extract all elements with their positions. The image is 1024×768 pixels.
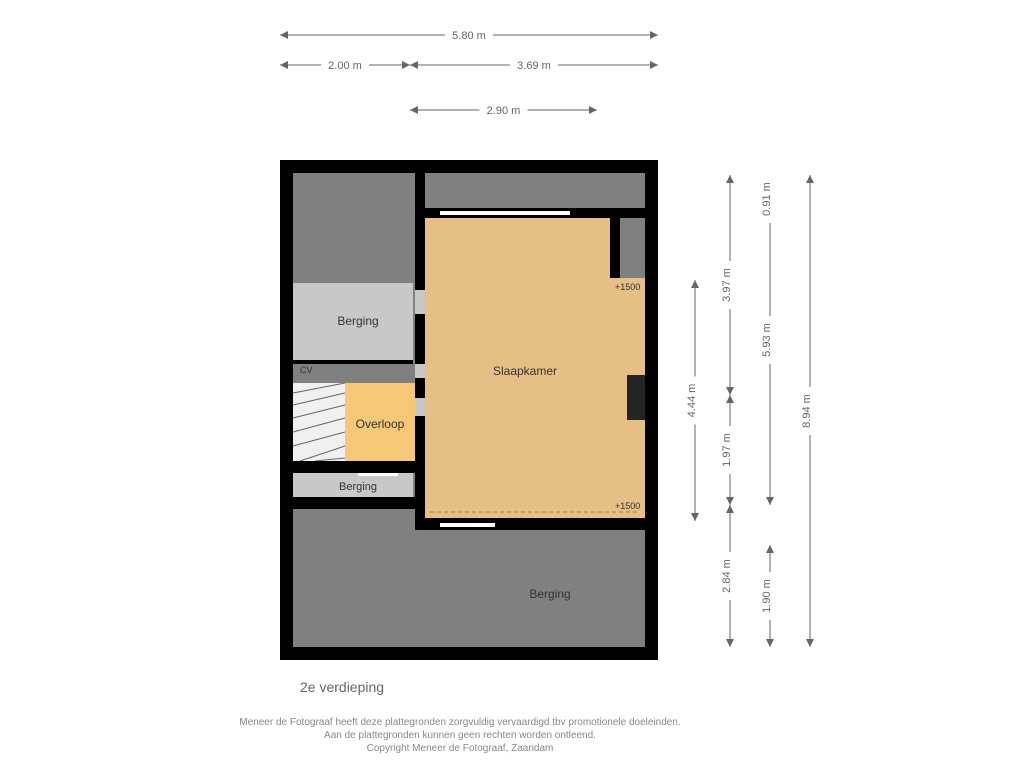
svg-text:1.90 m: 1.90 m — [761, 579, 773, 613]
chimney-shaft — [627, 375, 645, 420]
door-opening-3 — [415, 398, 425, 416]
dim-v: 1.97 m — [721, 395, 737, 505]
label-slaapkamer: Slaapkamer — [493, 364, 557, 378]
svg-text:2.00 m: 2.00 m — [328, 60, 362, 72]
plan-title: 2e verdieping — [300, 679, 384, 695]
footer-line-1: Meneer de Fotograaf heeft deze plattegro… — [239, 717, 680, 728]
dim-h: 2.90 m — [410, 102, 597, 117]
wall-vert-main — [415, 173, 425, 518]
label-overloop: Overloop — [356, 417, 405, 431]
svg-text:3.97 m: 3.97 m — [721, 268, 733, 302]
label-berging-3: Berging — [529, 587, 570, 601]
dim-v: 5.93 m — [761, 175, 777, 505]
dim-v: 3.97 m — [721, 175, 737, 395]
svg-text:0.91 m: 0.91 m — [761, 182, 773, 216]
window-2 — [440, 211, 570, 215]
window-1 — [440, 523, 495, 527]
svg-text:5.80 m: 5.80 m — [452, 30, 486, 42]
dim-v: 2.84 m — [721, 505, 737, 647]
door-opening-2 — [415, 364, 425, 378]
svg-text:1.97 m: 1.97 m — [721, 433, 733, 467]
dim-v: 0.91 m — [761, 175, 777, 223]
svg-text:5.93 m: 5.93 m — [761, 323, 773, 357]
dim-v: 1.90 m — [761, 545, 777, 647]
wall-seg-1 — [293, 360, 413, 364]
dim-h: 2.00 m — [280, 57, 410, 72]
door-opening-1 — [415, 290, 425, 314]
dim-h: 5.80 m — [280, 27, 658, 42]
svg-text:4.44 m: 4.44 m — [686, 384, 698, 418]
dim-h: 3.69 m — [410, 57, 658, 72]
svg-text:3.69 m: 3.69 m — [517, 60, 551, 72]
svg-text:2.84 m: 2.84 m — [721, 559, 733, 593]
wall-seg-2 — [293, 461, 415, 473]
wall-seg-3 — [293, 497, 415, 509]
label-cv: CV — [300, 365, 313, 375]
annot-plus1500-bot: +1500 — [615, 501, 640, 511]
annot-plus1500-top: +1500 — [615, 282, 640, 292]
footer-line-3: Copyright Meneer de Fotograaf, Zaandam — [367, 743, 554, 754]
footer-line-2: Aan de plattegronden kunnen geen rechten… — [324, 730, 596, 741]
svg-text:2.90 m: 2.90 m — [487, 105, 521, 117]
floor-plan: 5.80 m 2.00 m 3.69 m 2.90 m 8.94 m 5.93 m 0.9… — [0, 0, 1024, 768]
svg-text:8.94 m: 8.94 m — [801, 394, 813, 428]
dim-v: 8.94 m — [801, 175, 817, 647]
window-3 — [358, 473, 398, 476]
label-berging-2: Berging — [339, 481, 377, 493]
closet-recess — [620, 218, 645, 278]
wall-closet-left — [610, 218, 620, 278]
dim-v: 4.44 m — [686, 280, 702, 521]
label-berging-1: Berging — [337, 314, 378, 328]
